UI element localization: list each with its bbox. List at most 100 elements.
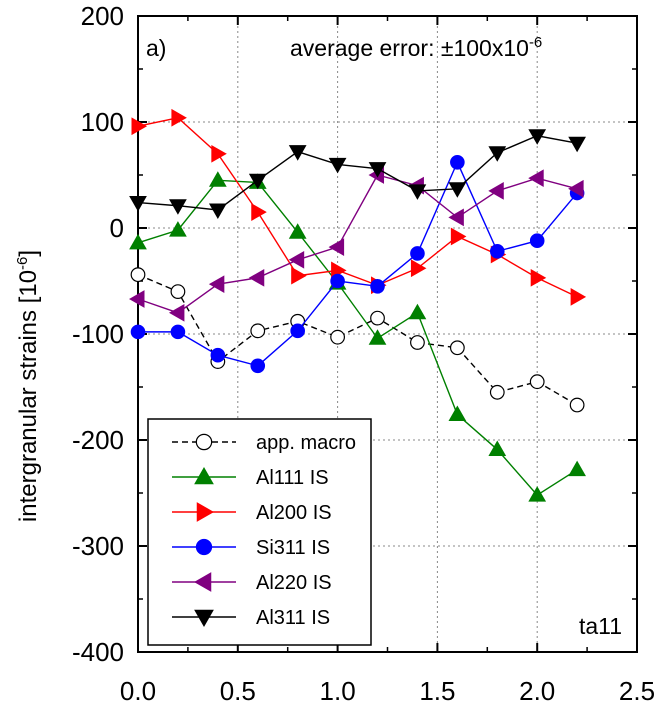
data-point-si311-is [170,324,186,340]
data-point-al111-is [448,405,467,422]
legend-label-app-macro: app. macro [256,432,356,454]
series-line-al111-is [137,179,578,497]
series-line-al200-is [137,117,578,298]
series-line-al220-is [137,174,578,314]
series-layer [128,108,587,502]
data-point-app-macro [489,384,505,400]
data-point-si311-is [330,273,345,289]
data-point-al311-is [488,146,507,162]
data-point-al200-is [570,288,587,306]
x-tick-label: 2.0 [519,676,555,706]
legend-marker-al200-is [196,502,215,522]
data-point-al200-is [251,203,267,221]
data-point-si311-is [210,347,226,363]
panel-label: a) [146,35,166,61]
error-annotation-text: average error: ±100x10 [290,35,529,61]
y-tick-label: 100 [81,107,124,137]
data-point-al200-is [450,227,467,246]
data-point-app-macro [370,310,385,326]
legend-label-si311-is: Si311 IS [256,537,330,559]
data-point-al111-is [568,460,586,477]
data-point-app-macro [449,340,465,356]
data-point-al220-is [328,238,345,256]
series-al200-is [131,108,587,306]
data-point-al200-is [211,144,227,163]
data-point-al311-is [248,173,267,190]
data-point-app-macro [569,397,585,413]
data-point-al200-is [410,259,427,278]
data-point-al111-is [208,171,227,187]
data-point-al311-is [528,129,547,145]
data-point-si311-is [290,323,305,339]
series-line-app-macro [137,273,578,406]
data-point-app-macro [130,267,146,283]
x-tick-label: 0.5 [220,676,256,706]
legend-label-al311-is: Al311 IS [256,607,330,629]
data-point-al200-is [131,117,148,136]
data-point-al200-is [171,108,187,127]
error-annotation-exponent: -6 [529,34,542,51]
x-tick-label: 1.5 [419,676,455,706]
y-axis-title-exponent: -6 [14,257,31,270]
legend-label-al200-is: Al200 IS [256,502,332,524]
data-point-al311-is [408,184,427,200]
sample-label: ta11 [579,613,622,639]
legend-box [147,418,372,646]
data-point-al311-is [448,182,467,198]
data-point-app-macro [330,329,346,345]
data-point-al220-is [288,250,305,269]
data-point-al220-is [208,275,225,294]
data-point-si311-is [489,244,505,259]
y-tick-label: -400 [72,637,124,667]
y-axis-title-text: intergranular strains [10 [15,270,42,522]
series-al220-is [128,166,584,322]
data-point-si311-is [370,279,385,294]
series-app-macro [130,267,585,413]
data-point-al220-is [528,169,544,188]
axes: 0.0 0.5 1.0 1.5 2.0 2.5 200 100 0 -100 -200 -300 -40… [72,1,655,706]
data-point-al111-is [528,486,547,502]
x-tick-label: 0.0 [120,676,156,706]
data-point-al220-is [128,290,145,308]
data-point-al111-is [169,221,187,237]
data-point-al311-is [328,157,347,174]
data-point-si311-is [529,233,545,249]
data-point-al311-is [288,145,307,161]
legend-label-al220-is: Al220 IS [256,572,332,594]
data-point-al200-is [530,268,547,287]
data-point-al111-is [368,329,387,345]
series-al311-is [129,129,586,219]
data-point-al311-is [568,136,586,153]
legend-marker-si311-is [195,538,213,556]
data-point-al111-is [488,440,507,457]
legend-marker-app-macro [195,433,213,451]
data-point-al311-is [129,196,147,212]
data-point-app-macro [410,335,425,350]
data-point-al220-is [488,182,504,200]
data-point-si311-is [130,324,146,340]
data-point-app-macro [250,323,266,339]
legend: app. macro Al111 IS Al200 IS Si311 IS Al220 … [147,418,372,646]
data-point-al111-is [288,223,307,239]
y-tick-label: -100 [72,319,124,349]
series-line-si311-is [138,160,578,367]
data-point-si311-is [250,358,266,374]
y-tick-label: 200 [81,1,124,31]
legend-marker-al111-is [194,466,214,485]
data-point-al311-is [368,162,387,178]
data-point-si311-is [450,154,465,170]
annotations: a) average error: ±100x10-6 ta11 [146,34,622,639]
data-point-al220-is [168,303,185,322]
data-point-al220-is [448,208,464,227]
legend-marker-al220-is [193,572,212,592]
data-point-al220-is [248,268,265,287]
x-tick-label: 2.5 [619,676,655,706]
data-point-al311-is [208,203,227,219]
data-point-si311-is [410,246,425,261]
y-axis-title-bracket: ] [15,250,42,257]
y-tick-label: -300 [72,531,124,561]
data-point-app-macro [529,374,545,390]
y-axis-title: intergranular strains [10-6] [14,250,42,522]
data-point-al200-is [291,266,307,285]
